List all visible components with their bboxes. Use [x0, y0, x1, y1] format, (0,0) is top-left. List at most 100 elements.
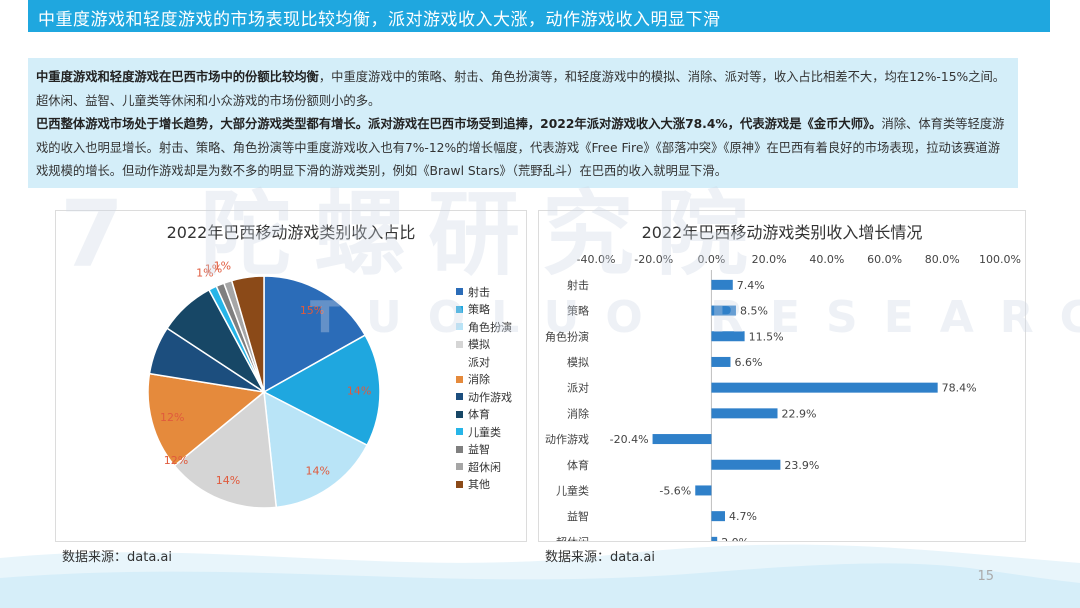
- pie-slice-消除: [147, 372, 266, 467]
- legend-label: 儿童类: [468, 425, 501, 439]
- legend-item-角色扮演: 角色扮演: [456, 318, 512, 336]
- legend-swatch: [456, 305, 463, 313]
- bar-value-label: 8.5%: [740, 305, 768, 318]
- pie-label-消除: 12%: [160, 411, 184, 424]
- page-number: 15: [977, 569, 994, 584]
- bar-category-label: 派对: [567, 381, 589, 395]
- legend-label: 消除: [468, 373, 490, 387]
- legend-item-射击: 射击: [456, 283, 512, 301]
- page-title: 中重度游戏和轻度游戏的市场表现比较均衡，派对游戏收入大涨，动作游戏收入明显下滑: [38, 10, 721, 30]
- bar-category-label: 角色扮演: [545, 329, 589, 343]
- bar-category-label: 体育: [567, 458, 589, 472]
- bar-category-label: 模拟: [567, 355, 589, 369]
- legend-label: 模拟: [468, 338, 490, 352]
- pie-legend: 射击策略角色扮演模拟派对消除动作游戏体育儿童类益智超休闲其他: [456, 283, 512, 493]
- legend-label: 益智: [468, 443, 490, 457]
- pie-chart: 15% 14% 14% 14% 12% 1%1%1% 12%: [147, 259, 381, 509]
- pie-slice-模拟: [173, 390, 278, 509]
- watermark-subtext: TUOLUO RESEARCH: [310, 292, 1080, 343]
- summary-p2-bold: 巴西整体游戏市场处于增长趋势，大部分游戏类型都有增长。派对游戏在巴西市场受到追捧…: [36, 117, 882, 131]
- bar-xtick-label: 60.0%: [867, 253, 902, 266]
- bar-category-label: 儿童类: [556, 483, 589, 497]
- bar-value-label: 4.7%: [729, 510, 757, 523]
- legend-label: 角色扮演: [468, 320, 512, 334]
- bar-value-label: 22.9%: [782, 407, 817, 420]
- bar-xtick-label: -20.0%: [634, 253, 673, 266]
- pie-chart-panel: 2022年巴西移动游戏类别收入占比 15% 14% 14% 14% 12% 1% 1% 1% 1…: [55, 210, 527, 542]
- legend-item-动作游戏: 动作游戏: [456, 388, 512, 406]
- legend-item-模拟: 模拟: [456, 336, 512, 354]
- legend-label: 派对: [468, 355, 490, 369]
- legend-item-儿童类: 儿童类: [456, 423, 512, 441]
- bar-动作游戏: [652, 434, 712, 445]
- bar-xtick-label: 40.0%: [809, 253, 844, 266]
- legend-label: 超休闲: [468, 460, 501, 474]
- bar-value-label: -20.4%: [610, 433, 649, 446]
- legend-swatch: [456, 323, 463, 331]
- legend-swatch: [456, 410, 463, 418]
- legend-item-策略: 策略: [456, 301, 512, 319]
- pie-label-益智: 1%: [205, 263, 222, 276]
- title-bar: 中重度游戏和轻度游戏的市场表现比较均衡，派对游戏收入大涨，动作游戏收入明显下滑: [28, 0, 1050, 32]
- summary-paragraph-1: 中重度游戏和轻度游戏在巴西市场中的份额比较均衡，中重度游戏中的策略、射击、角色扮…: [36, 66, 1012, 113]
- summary-paragraph-2: 巴西整体游戏市场处于增长趋势，大部分游戏类型都有增长。派对游戏在巴西市场受到追捧…: [36, 113, 1012, 184]
- legend-item-派对: 派对: [456, 353, 512, 371]
- bar-chart-title: 2022年巴西移动游戏类别收入增长情况: [641, 223, 923, 242]
- bar-角色扮演: [711, 331, 745, 342]
- bar-xtick-label: 20.0%: [752, 253, 787, 266]
- legend-item-其他: 其他: [456, 476, 512, 494]
- legend-swatch: [456, 340, 463, 348]
- legend-swatch: [456, 375, 463, 383]
- bar-value-label: 11.5%: [749, 330, 784, 343]
- bar-value-label: 6.6%: [734, 356, 762, 369]
- pie-slice-射击: [263, 275, 367, 394]
- bar-category-label: 射击: [567, 278, 589, 292]
- bar-value-label: 2.0%: [721, 536, 749, 541]
- legend-swatch: [456, 288, 463, 296]
- pie-label-策略: 14%: [347, 384, 371, 397]
- bottom-wave-decoration: [0, 544, 1080, 608]
- legend-item-超休闲: 超休闲: [456, 458, 512, 476]
- bar-超休闲: [711, 536, 718, 541]
- bar-儿童类: [695, 485, 712, 496]
- bar-益智: [711, 511, 725, 522]
- legend-label: 射击: [468, 285, 490, 299]
- bar-value-label: 23.9%: [784, 459, 819, 472]
- legend-label: 其他: [468, 478, 490, 492]
- bar-value-label: -5.6%: [659, 484, 691, 497]
- summary-box: 中重度游戏和轻度游戏在巴西市场中的份额比较均衡，中重度游戏中的策略、射击、角色扮…: [28, 58, 1018, 188]
- legend-swatch: [456, 463, 463, 471]
- bar-射击: [711, 279, 733, 290]
- bar-xtick-label: 0.0%: [697, 253, 725, 266]
- legend-swatch: [456, 393, 463, 401]
- legend-label: 策略: [468, 303, 490, 317]
- bar-xtick-label: -40.0%: [577, 253, 616, 266]
- legend-item-益智: 益智: [456, 441, 512, 459]
- bar-category-label: 动作游戏: [545, 433, 589, 446]
- bar-category-label: 策略: [567, 304, 589, 318]
- bar-chart-panel: 2022年巴西移动游戏类别收入增长情况 -40.0% -20.0% 0.0% 20.0…: [538, 210, 1026, 542]
- bar-value-label: 7.4%: [737, 279, 765, 292]
- bar-模拟: [711, 356, 731, 367]
- bar-策略: [711, 305, 736, 316]
- bar-派对: [711, 382, 938, 393]
- pie-label-儿童类: 1%: [196, 266, 213, 279]
- legend-item-体育: 体育: [456, 406, 512, 424]
- pie-slice-角色扮演: [263, 390, 369, 509]
- pie-slice-策略: [262, 334, 381, 447]
- bar-chart: -40.0% -20.0% 0.0% 20.0% 40.0% 60.0% 80.0% 100.…: [545, 253, 1021, 541]
- pie-slice-其他: [230, 275, 265, 393]
- bar-category-label: 超休闲: [556, 535, 589, 541]
- legend-item-消除: 消除: [456, 371, 512, 389]
- bar-xtick-label: 100.0%: [979, 253, 1021, 266]
- bar-category-label: 益智: [567, 509, 589, 523]
- pie-extra-label: 12%: [164, 454, 188, 467]
- pie-label-角色扮演: 14%: [305, 465, 329, 478]
- legend-label: 动作游戏: [468, 390, 512, 404]
- legend-swatch: [456, 428, 463, 436]
- summary-p1-text: ，中重度游戏中的策略、射击、角色扮演等，和轻度游戏中的模拟、消除、派对等，收入占…: [36, 70, 1006, 108]
- source-right: 数据来源：data.ai: [545, 550, 655, 565]
- pie-label-模拟: 14%: [216, 474, 240, 487]
- bar-category-label: 消除: [567, 406, 589, 420]
- legend-label: 体育: [468, 408, 490, 422]
